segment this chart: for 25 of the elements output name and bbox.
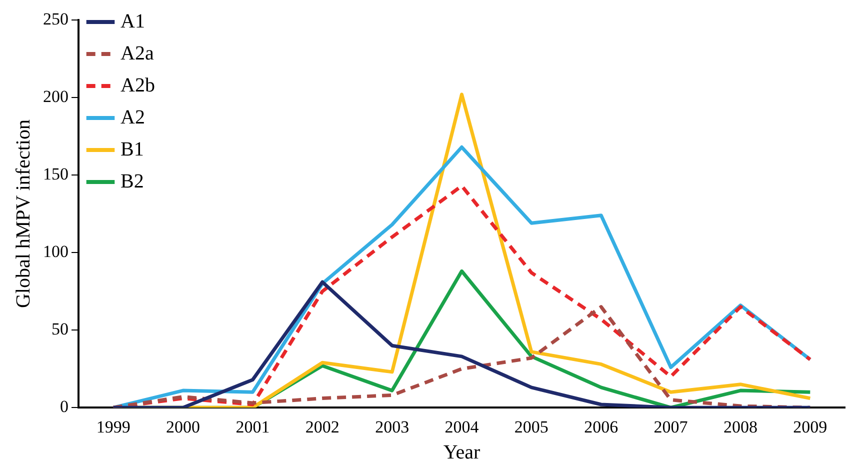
y-tick-label: 200 [43, 86, 68, 106]
x-tick-label: 2001 [236, 417, 270, 436]
legend-label: A2a [120, 42, 154, 64]
legend-label: B1 [120, 138, 144, 160]
y-tick-label: 150 [43, 164, 68, 184]
legend-label: A2 [120, 106, 145, 128]
x-tick-label: 2006 [584, 417, 618, 436]
x-tick-label: 2000 [166, 417, 200, 436]
x-tick-label: 2008 [723, 417, 758, 436]
x-tick-label: 2002 [305, 417, 340, 436]
y-tick-label: 50 [52, 320, 68, 339]
x-tick-label: 1999 [96, 417, 130, 436]
y-tick-label: 250 [43, 9, 68, 28]
legend-label: B2 [120, 170, 144, 192]
legend-label: A2b [120, 74, 155, 96]
y-tick-label: 100 [43, 242, 68, 262]
y-axis-title: Global hMPV infection [12, 120, 34, 308]
x-tick-label: 2007 [654, 417, 688, 436]
x-tick-label: 2003 [375, 417, 410, 436]
x-tick-label: 2004 [444, 417, 480, 436]
x-axis-title: Year [443, 441, 481, 464]
x-tick-label: 2005 [514, 417, 548, 436]
y-tick-label: 0 [60, 397, 68, 416]
x-tick-label: 2009 [793, 417, 828, 436]
legend-label: A1 [120, 10, 145, 32]
